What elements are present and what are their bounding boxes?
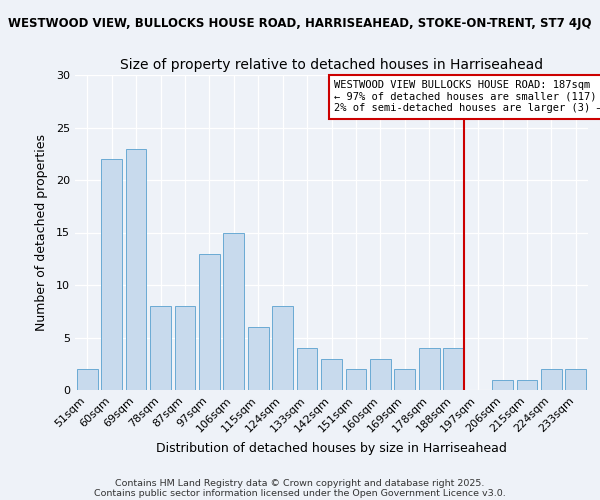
Bar [370,358,391,390]
Bar [199,254,220,390]
Bar [541,369,562,390]
Bar [175,306,196,390]
Bar [223,232,244,390]
Bar [77,369,98,390]
Bar [125,148,146,390]
Bar [394,369,415,390]
Bar [419,348,440,390]
Title: Size of property relative to detached houses in Harriseahead: Size of property relative to detached ho… [120,58,543,72]
Text: WESTWOOD VIEW BULLOCKS HOUSE ROAD: 187sqm
← 97% of detached houses are smaller (: WESTWOOD VIEW BULLOCKS HOUSE ROAD: 187sq… [334,80,600,114]
Bar [346,369,367,390]
Bar [565,369,586,390]
Bar [321,358,342,390]
Bar [150,306,171,390]
X-axis label: Distribution of detached houses by size in Harriseahead: Distribution of detached houses by size … [156,442,507,455]
Bar [248,327,269,390]
Bar [296,348,317,390]
Bar [101,159,122,390]
Text: Contains public sector information licensed under the Open Government Licence v3: Contains public sector information licen… [94,488,506,498]
Y-axis label: Number of detached properties: Number of detached properties [35,134,47,331]
Text: Contains HM Land Registry data © Crown copyright and database right 2025.: Contains HM Land Registry data © Crown c… [115,478,485,488]
Bar [517,380,538,390]
Bar [443,348,464,390]
Bar [272,306,293,390]
Text: WESTWOOD VIEW, BULLOCKS HOUSE ROAD, HARRISEAHEAD, STOKE-ON-TRENT, ST7 4JQ: WESTWOOD VIEW, BULLOCKS HOUSE ROAD, HARR… [8,18,592,30]
Bar [492,380,513,390]
